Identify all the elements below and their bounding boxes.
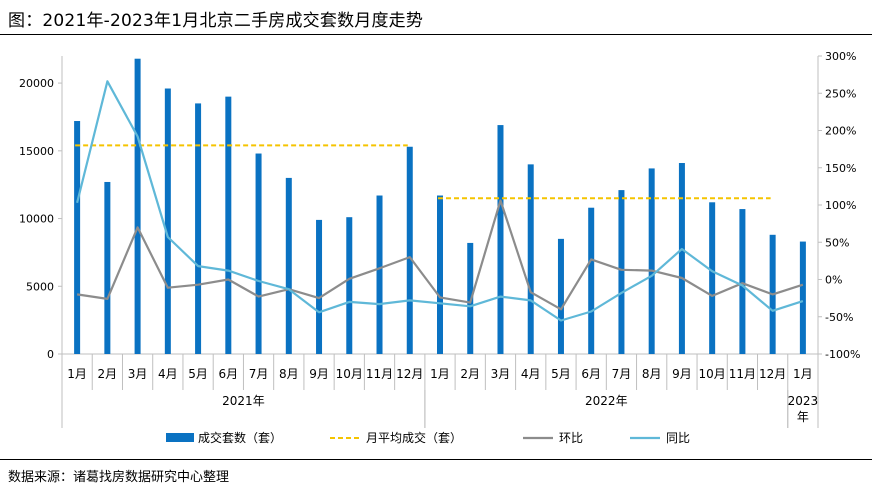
average-lines-layer: [75, 144, 771, 200]
x-tick-label: 3月: [128, 367, 148, 381]
bar: [376, 195, 383, 354]
chart: 0 5000 10000 15000 20000 -100% -50% 0% 50% 100% 15…: [19, 50, 860, 445]
bar: [134, 58, 141, 354]
x-tick-label: 9月: [309, 367, 329, 381]
bar: [104, 181, 111, 354]
x-tick-label: 8月: [642, 367, 662, 381]
bar: [346, 217, 353, 354]
x-tick-label: 2月: [460, 367, 480, 381]
footer-divider: [0, 459, 872, 460]
title-divider: [0, 34, 872, 35]
x-tick-label: 4月: [521, 367, 541, 381]
legend-label: 环比: [559, 431, 583, 445]
x-tick-label: 5月: [551, 367, 571, 381]
axes-layer: 0 5000 10000 15000 20000 -100% -50% 0% 50% 100% 15…: [19, 50, 860, 428]
x-tick-label: 12月: [396, 367, 423, 381]
bar: [557, 238, 564, 354]
bar: [739, 209, 746, 354]
bar: [195, 103, 202, 354]
x-tick-label: 11月: [366, 367, 393, 381]
bar: [709, 202, 716, 354]
year-group-label-suffix: 年: [797, 410, 809, 424]
y2-tick-label: 100%: [825, 199, 856, 212]
bar: [467, 242, 474, 354]
x-tick-label: 12月: [759, 367, 786, 381]
bar: [618, 190, 625, 354]
y-tick-label: 20000: [19, 77, 54, 90]
bar: [678, 163, 685, 354]
bar: [164, 88, 171, 354]
bar: [225, 96, 232, 355]
x-tick-label: 10月: [336, 367, 363, 381]
x-tick-label: 6月: [218, 367, 238, 381]
x-tick-label: 3月: [491, 367, 511, 381]
y-tick-label: 10000: [19, 213, 54, 226]
y-tick-label: 5000: [26, 280, 54, 293]
x-tick-label: 11月: [729, 367, 756, 381]
data-source: 数据来源：诸葛找房数据研究中心整理: [8, 470, 230, 485]
y2-tick-label: 0%: [825, 274, 842, 287]
x-tick-label: 7月: [249, 367, 269, 381]
year-group-label: 2022年: [585, 394, 628, 408]
legend: 成交套数（套） 月平均成交（套） 环比 同比: [166, 430, 690, 445]
bar: [497, 125, 504, 354]
y2-tick-label: 300%: [825, 50, 856, 63]
bar: [285, 177, 292, 354]
bar: [588, 207, 595, 354]
x-tick-label: 1月: [793, 367, 813, 381]
y2-tick-label: 200%: [825, 125, 856, 138]
x-tick-label: 10月: [699, 367, 726, 381]
x-tick-label: 1月: [67, 367, 87, 381]
x-tick-label: 4月: [158, 367, 178, 381]
bar: [316, 219, 323, 354]
chart-title: 图：2021年-2023年1月北京二手房成交套数月度走势: [8, 11, 424, 31]
x-tick-label: 6月: [581, 367, 601, 381]
y2-tick-label: -50%: [825, 311, 853, 324]
y-tick-label: 15000: [19, 145, 54, 158]
x-tick-label: 8月: [279, 367, 299, 381]
y2-tick-label: 50%: [825, 236, 849, 249]
mom-line: [76, 199, 804, 311]
x-tick-label: 2月: [98, 367, 118, 381]
bar: [527, 164, 534, 354]
x-tick-label: 5月: [188, 367, 208, 381]
bar: [648, 168, 655, 354]
legend-label: 成交套数（套）: [198, 430, 282, 445]
lines-layer: [76, 80, 804, 322]
legend-label: 同比: [666, 431, 690, 445]
bar: [255, 153, 262, 354]
bars-layer: [74, 58, 806, 355]
y-tick-label: 0: [47, 348, 54, 361]
bar: [799, 241, 806, 354]
bar: [406, 146, 413, 354]
x-tick-label: 9月: [672, 367, 692, 381]
bar: [74, 121, 81, 354]
year-group-label: 2021年: [222, 394, 265, 408]
bar: [437, 195, 443, 354]
year-group-label: 2023: [788, 394, 819, 408]
y2-tick-label: 150%: [825, 162, 856, 175]
yoy-line: [76, 80, 804, 322]
legend-label: 月平均成交（套）: [366, 430, 462, 445]
y2-tick-label: -100%: [825, 348, 860, 361]
legend-swatch-bar: [166, 433, 194, 442]
y2-tick-label: 250%: [825, 87, 856, 100]
x-tick-label: 1月: [430, 367, 450, 381]
x-tick-label: 7月: [612, 367, 632, 381]
